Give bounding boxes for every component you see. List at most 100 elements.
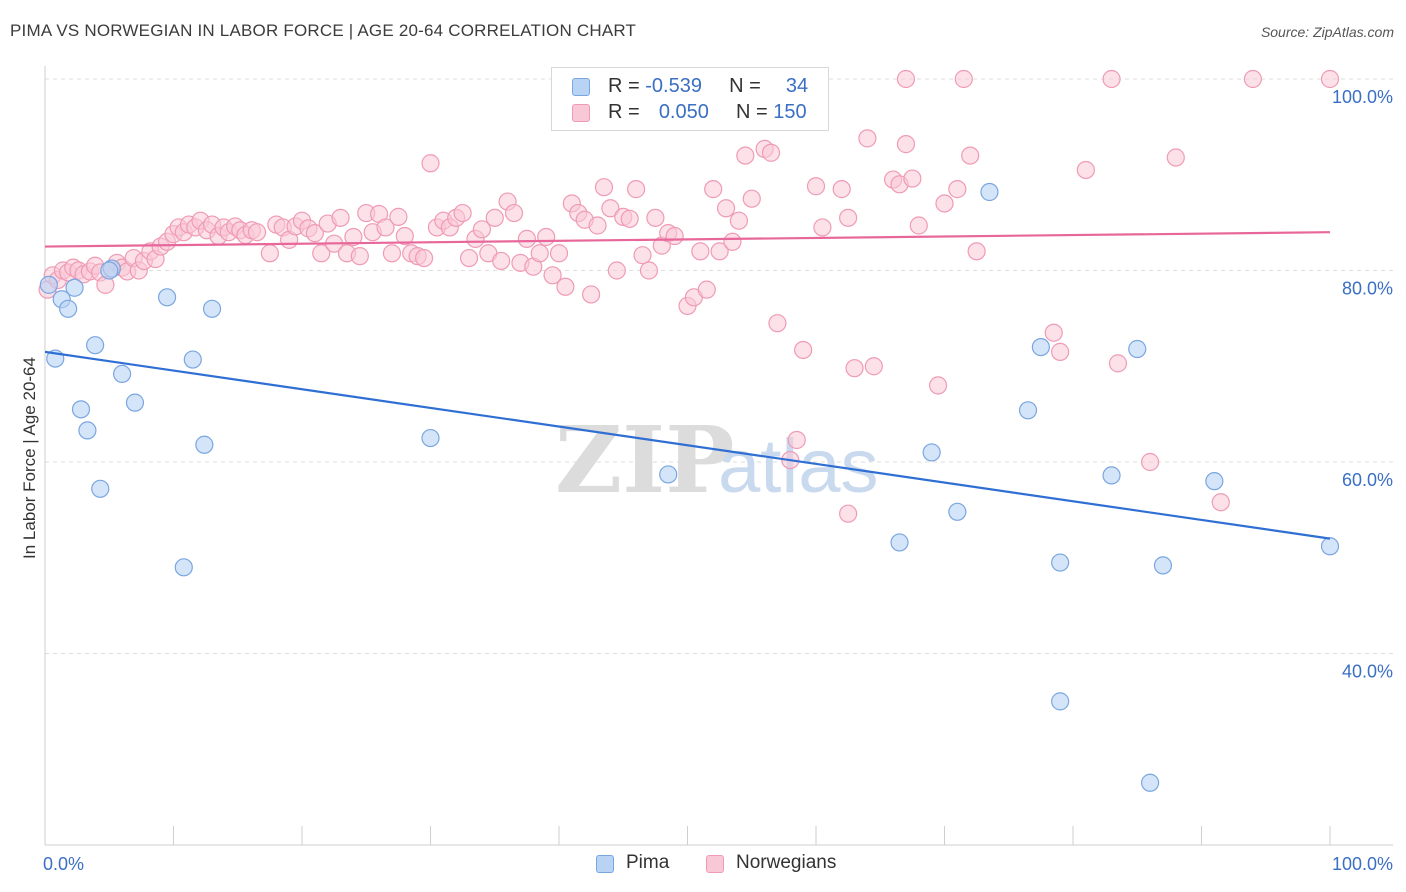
norwegians-point: [646, 208, 665, 227]
norwegians-point: [1243, 69, 1263, 89]
norwegians-point: [492, 251, 511, 271]
pima-point: [202, 299, 222, 318]
pima-point: [100, 261, 119, 280]
norwegians-point: [305, 224, 324, 243]
norwegians-point: [928, 376, 948, 395]
norwegians-point: [742, 189, 761, 208]
norwegians-point: [421, 154, 440, 173]
norwegians-point: [517, 229, 536, 249]
pima-point: [659, 465, 678, 484]
pima-point: [1320, 537, 1340, 556]
norwegians-point: [948, 180, 967, 199]
r-value-pima: -0.539: [645, 75, 702, 97]
pima-point: [1205, 472, 1224, 491]
norwegians-point: [639, 261, 659, 280]
gridlines: [45, 78, 1393, 654]
norwegians-point: [543, 266, 562, 285]
pima-point: [174, 558, 193, 577]
norwegians-point: [344, 227, 363, 247]
norwegians-point: [665, 226, 684, 246]
pima-point: [1140, 773, 1160, 792]
norwegians-point: [620, 209, 639, 228]
norwegians-point: [839, 504, 858, 523]
norwegians-point: [832, 180, 851, 199]
pima-point: [1128, 339, 1147, 359]
norwegians-point: [1044, 323, 1063, 342]
pima-point: [922, 443, 941, 462]
norwegians-swatch: [706, 855, 724, 873]
norwegians-point: [260, 244, 279, 263]
norwegians-point: [556, 277, 575, 296]
norwegians-point: [716, 199, 736, 218]
x-tick-label: 0.0%: [43, 854, 84, 874]
pima-points: [39, 182, 1340, 792]
n-value-norwegians: 150: [773, 101, 807, 123]
norwegians-trend-line: [44, 231, 1331, 248]
norwegians-point: [459, 248, 479, 268]
norwegians-point: [1140, 452, 1160, 472]
norwegians-point: [331, 208, 350, 227]
norwegians-point: [588, 216, 607, 235]
pima-point: [183, 350, 202, 369]
tick-labels: 100.0% 80.0% 60.0% 40.0% 0.0% 100.0%: [43, 87, 1393, 874]
norwegians-point: [582, 285, 601, 304]
pima-point: [1051, 553, 1070, 572]
y-tick-label: 100.0%: [1332, 87, 1393, 107]
pima-point: [59, 299, 78, 318]
norwegians-point: [537, 227, 556, 247]
norwegians-point: [967, 242, 986, 261]
pima-point: [78, 421, 97, 440]
r-value-norwegians: 0.050: [658, 101, 709, 123]
axes: [44, 66, 1393, 846]
norwegians-point: [1320, 69, 1340, 89]
series-legend: Pima Norwegians: [0, 852, 1406, 878]
r-label: R =: [608, 75, 640, 97]
norwegians-point: [1102, 69, 1121, 89]
pima-point: [1102, 466, 1121, 485]
norwegians-point: [1108, 354, 1128, 373]
norwegians-point: [312, 244, 331, 263]
norwegians-point: [736, 146, 755, 165]
n-label: N =: [736, 101, 768, 123]
norwegians-point: [485, 208, 504, 227]
norwegians-point: [247, 223, 267, 242]
norwegians-point: [504, 203, 524, 223]
pima-swatch: [596, 855, 614, 873]
norwegians-point: [954, 69, 973, 89]
n-value-pima: 34: [785, 75, 809, 97]
y-tick-label: 80.0%: [1342, 279, 1393, 299]
norwegians-point: [761, 143, 781, 162]
pima-point: [421, 428, 440, 448]
norwegians-point: [549, 244, 569, 263]
norwegians-point: [389, 207, 408, 226]
norwegians-point: [845, 359, 864, 378]
pima-point: [1031, 338, 1050, 357]
norwegians-point: [768, 314, 787, 333]
norwegians-point: [839, 208, 858, 227]
pima-point: [39, 275, 58, 294]
y-tick-label: 40.0%: [1342, 662, 1393, 682]
pima-point: [948, 502, 967, 521]
norwegians-swatch: [572, 104, 590, 122]
pima-point: [112, 364, 132, 384]
norwegians-point: [691, 242, 710, 261]
pima-point: [1051, 692, 1070, 711]
norwegians-point: [710, 242, 729, 261]
pima-point: [157, 288, 177, 307]
norwegians-point: [858, 129, 877, 148]
r-label: R =: [608, 101, 640, 123]
norwegians-point: [704, 180, 723, 199]
pima-point: [65, 278, 84, 297]
norwegians-point: [530, 244, 549, 263]
norwegians-point: [1166, 148, 1185, 167]
x-tick-label: 100.0%: [1332, 854, 1393, 874]
norwegians-point: [935, 194, 954, 213]
norwegians-point: [729, 211, 749, 230]
norwegians-point: [350, 247, 369, 266]
norwegians-point: [395, 226, 414, 246]
pima-point: [195, 435, 214, 454]
y-tick-label: 60.0%: [1342, 470, 1393, 490]
norwegians-point: [896, 69, 916, 89]
norwegians-point: [806, 177, 826, 196]
